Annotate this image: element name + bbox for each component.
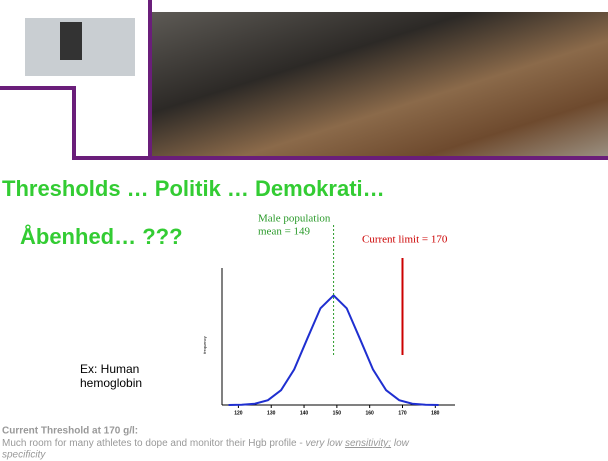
footer-italic: low (391, 438, 410, 449)
mean-label: Male population (258, 213, 331, 225)
note: Ex: Human (80, 362, 139, 376)
mean-label: mean = 149 (258, 226, 311, 238)
footer-title: Current Threshold at 170 g/l: (2, 426, 138, 437)
x-tick-label: 170 (398, 410, 407, 416)
frame (0, 0, 608, 160)
footer-text: specificity (2, 450, 46, 461)
y-axis-label: frequency (202, 336, 207, 354)
x-tick-label: 160 (366, 410, 375, 416)
x-tick-label: 120 (234, 410, 243, 416)
curve (228, 293, 439, 406)
footer-text: Much room for many athletes to dope and … (2, 438, 305, 449)
x-tick-label: 130 (267, 410, 276, 416)
limit-label: Current limit = 170 (362, 234, 448, 246)
heading: Åbenhed… ??? (20, 223, 183, 249)
footer-italic: very low (305, 438, 344, 449)
note: hemoglobin (80, 376, 142, 390)
logo-figure (60, 22, 82, 60)
x-tick-label: 180 (431, 410, 440, 416)
footer-text: Much room for many athletes to dope and … (2, 438, 410, 449)
footer-underlined: sensitivity; (345, 438, 391, 449)
x-tick-label: 140 (300, 410, 309, 416)
x-tick-label: 150 (333, 410, 342, 416)
banner-photo (152, 12, 608, 156)
heading: Thresholds … Politik … Demokrati… (2, 176, 385, 201)
